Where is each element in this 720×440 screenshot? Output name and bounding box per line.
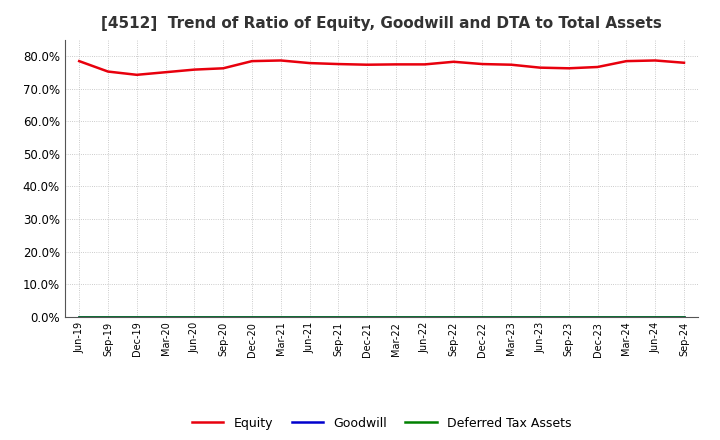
Deferred Tax Assets	[536, 314, 544, 319]
Deferred Tax Assets	[680, 314, 688, 319]
Goodwill	[132, 314, 141, 319]
Deferred Tax Assets	[248, 314, 256, 319]
Deferred Tax Assets	[276, 314, 285, 319]
Deferred Tax Assets	[478, 314, 487, 319]
Equity	[392, 62, 400, 67]
Equity	[334, 62, 343, 67]
Deferred Tax Assets	[161, 314, 170, 319]
Equity	[507, 62, 516, 67]
Goodwill	[478, 314, 487, 319]
Deferred Tax Assets	[449, 314, 458, 319]
Deferred Tax Assets	[190, 314, 199, 319]
Goodwill	[622, 314, 631, 319]
Equity	[536, 65, 544, 70]
Equity	[104, 69, 112, 74]
Goodwill	[104, 314, 112, 319]
Goodwill	[190, 314, 199, 319]
Equity	[276, 58, 285, 63]
Goodwill	[75, 314, 84, 319]
Equity	[622, 59, 631, 64]
Equity	[564, 66, 573, 71]
Equity	[161, 70, 170, 75]
Equity	[190, 67, 199, 72]
Goodwill	[593, 314, 602, 319]
Line: Equity: Equity	[79, 60, 684, 75]
Goodwill	[161, 314, 170, 319]
Title: [4512]  Trend of Ratio of Equity, Goodwill and DTA to Total Assets: [4512] Trend of Ratio of Equity, Goodwil…	[102, 16, 662, 32]
Deferred Tax Assets	[420, 314, 429, 319]
Deferred Tax Assets	[622, 314, 631, 319]
Goodwill	[276, 314, 285, 319]
Equity	[75, 59, 84, 64]
Goodwill	[564, 314, 573, 319]
Goodwill	[449, 314, 458, 319]
Goodwill	[219, 314, 228, 319]
Equity	[363, 62, 372, 67]
Deferred Tax Assets	[651, 314, 660, 319]
Deferred Tax Assets	[104, 314, 112, 319]
Equity	[449, 59, 458, 64]
Legend: Equity, Goodwill, Deferred Tax Assets: Equity, Goodwill, Deferred Tax Assets	[187, 412, 576, 435]
Goodwill	[363, 314, 372, 319]
Deferred Tax Assets	[219, 314, 228, 319]
Equity	[680, 60, 688, 66]
Goodwill	[651, 314, 660, 319]
Equity	[132, 72, 141, 77]
Deferred Tax Assets	[305, 314, 314, 319]
Deferred Tax Assets	[75, 314, 84, 319]
Deferred Tax Assets	[132, 314, 141, 319]
Deferred Tax Assets	[363, 314, 372, 319]
Equity	[420, 62, 429, 67]
Equity	[219, 66, 228, 71]
Deferred Tax Assets	[507, 314, 516, 319]
Goodwill	[420, 314, 429, 319]
Goodwill	[507, 314, 516, 319]
Equity	[248, 59, 256, 64]
Deferred Tax Assets	[564, 314, 573, 319]
Equity	[593, 64, 602, 70]
Goodwill	[248, 314, 256, 319]
Goodwill	[536, 314, 544, 319]
Deferred Tax Assets	[392, 314, 400, 319]
Goodwill	[680, 314, 688, 319]
Equity	[478, 62, 487, 67]
Goodwill	[392, 314, 400, 319]
Goodwill	[305, 314, 314, 319]
Deferred Tax Assets	[593, 314, 602, 319]
Goodwill	[334, 314, 343, 319]
Deferred Tax Assets	[334, 314, 343, 319]
Equity	[305, 60, 314, 66]
Equity	[651, 58, 660, 63]
